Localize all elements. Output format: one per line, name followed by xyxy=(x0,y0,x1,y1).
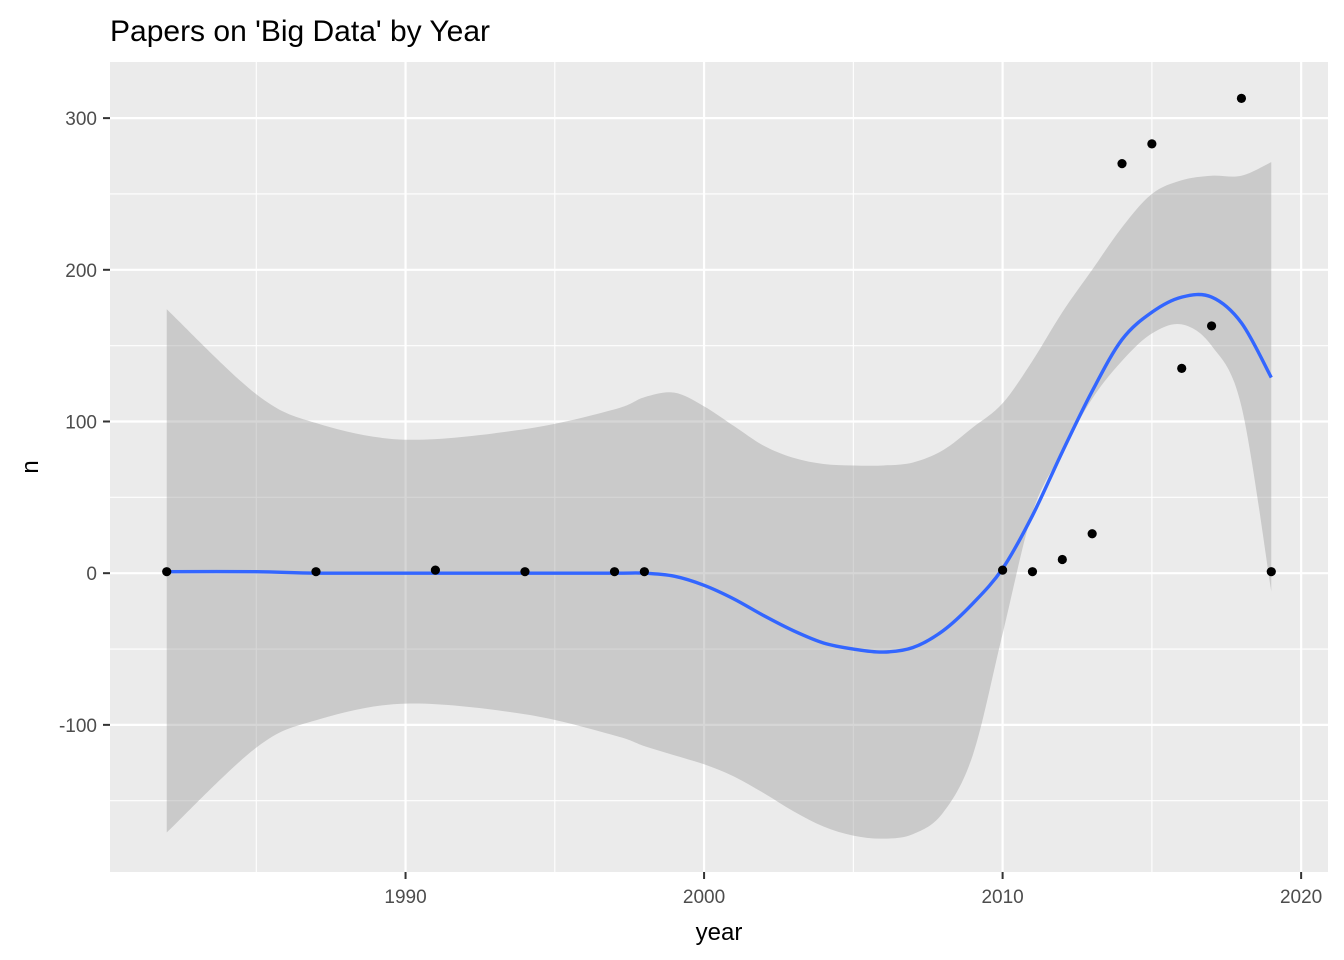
data-point xyxy=(1057,554,1067,565)
data-point xyxy=(311,567,321,577)
data-point xyxy=(1147,139,1157,149)
data-point xyxy=(520,567,530,577)
data-point xyxy=(1087,529,1097,539)
plot-panel xyxy=(110,62,1328,872)
x-tick-label: 2010 xyxy=(981,887,1023,908)
x-axis-ticks: 1990 2000 2010 2020 xyxy=(384,872,1322,908)
y-tick-label: 0 xyxy=(86,564,97,585)
chart-title: Papers on 'Big Data' by Year xyxy=(110,15,490,48)
y-axis-ticks: -100 0 100 200 300 xyxy=(59,109,110,737)
data-point xyxy=(1117,159,1127,169)
data-point xyxy=(609,567,620,577)
x-axis-title: year xyxy=(696,919,743,946)
y-tick-label: 200 xyxy=(65,261,97,282)
data-points xyxy=(162,93,1276,577)
data-point xyxy=(1266,567,1276,577)
data-point xyxy=(1206,321,1217,331)
minor-gridlines xyxy=(110,62,1328,872)
data-point xyxy=(998,565,1008,575)
data-point xyxy=(1236,93,1247,104)
data-point xyxy=(162,567,172,577)
y-tick-label: 300 xyxy=(65,109,97,130)
major-gridlines xyxy=(110,62,1328,872)
data-point xyxy=(1027,567,1038,577)
x-tick-label: 1990 xyxy=(384,887,426,908)
data-point xyxy=(1177,363,1187,374)
y-axis-title: n xyxy=(17,460,44,473)
y-tick-label: 100 xyxy=(65,412,97,433)
confidence-ribbon xyxy=(166,162,1272,839)
y-tick-label: -100 xyxy=(59,716,97,737)
x-tick-label: 2000 xyxy=(683,887,725,908)
x-tick-label: 2020 xyxy=(1280,887,1322,908)
data-point xyxy=(639,567,649,577)
data-point xyxy=(430,565,440,575)
